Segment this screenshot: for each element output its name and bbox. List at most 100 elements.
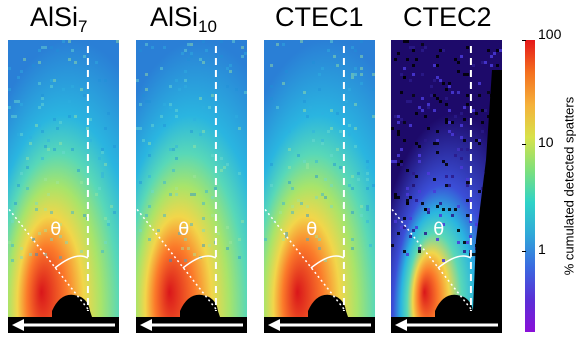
heat-speckle xyxy=(357,178,360,181)
heat-speckle xyxy=(145,100,148,103)
heat-speckle xyxy=(282,238,285,241)
heat-speckle xyxy=(211,154,214,157)
heat-speckle xyxy=(175,187,178,190)
heat-speckle xyxy=(490,55,493,58)
heat-speckle xyxy=(354,130,357,133)
heat-speckle xyxy=(190,43,193,46)
heat-speckle xyxy=(175,193,178,196)
heat-speckle xyxy=(74,61,77,64)
heat-speckle xyxy=(442,208,445,211)
heat-speckle xyxy=(151,127,154,130)
heat-speckle xyxy=(372,88,375,91)
heat-speckle xyxy=(139,181,142,184)
heat-speckle xyxy=(354,103,357,106)
heat-speckle xyxy=(415,142,418,145)
heat-speckle xyxy=(412,46,415,49)
heat-speckle xyxy=(50,238,53,241)
heat-speckle xyxy=(193,193,196,196)
heat-speckle xyxy=(351,175,354,178)
heat-speckle xyxy=(184,70,187,73)
heat-speckle xyxy=(148,205,151,208)
colorbar-tick-1 xyxy=(522,251,526,252)
heat-speckle xyxy=(300,40,303,43)
colorbar-tick-10 xyxy=(522,144,526,145)
heat-speckle xyxy=(83,94,86,97)
heat-speckle xyxy=(394,193,397,196)
heat-speckle xyxy=(285,232,288,235)
heat-speckle xyxy=(400,148,403,151)
heat-speckle xyxy=(50,79,53,82)
heat-speckle xyxy=(107,223,110,226)
heat-speckle xyxy=(175,109,178,112)
heat-speckle xyxy=(445,97,448,100)
heat-speckle xyxy=(451,121,454,124)
heat-speckle xyxy=(354,127,357,130)
heat-speckle xyxy=(175,145,178,148)
heat-speckle xyxy=(400,91,403,94)
heat-speckle xyxy=(71,211,74,214)
heat-speckle xyxy=(288,181,291,184)
heat-speckle xyxy=(391,127,394,130)
heat-speckle xyxy=(32,64,35,67)
panel-title-ctec1: CTEC1 xyxy=(275,2,364,33)
heat-speckle xyxy=(351,46,354,49)
heat-speckle xyxy=(472,64,475,67)
heat-speckle xyxy=(193,118,196,121)
heat-speckle xyxy=(400,163,403,166)
heat-speckle xyxy=(424,115,427,118)
heat-speckle xyxy=(397,52,400,55)
heat-speckle xyxy=(418,247,421,250)
heat-speckle xyxy=(38,82,41,85)
colorbar-tick-100 xyxy=(522,40,526,41)
heat-speckle xyxy=(394,58,397,61)
heat-speckle xyxy=(136,79,139,82)
heat-speckle xyxy=(366,178,369,181)
heat-speckle xyxy=(17,76,20,79)
heat-speckle xyxy=(330,205,333,208)
heat-speckle xyxy=(279,211,282,214)
heat-speckle xyxy=(360,67,363,70)
heat-speckle xyxy=(101,148,104,151)
heat-speckle xyxy=(418,160,421,163)
heat-speckle xyxy=(433,94,436,97)
heat-speckle xyxy=(163,46,166,49)
panel-title-main: CTEC1 xyxy=(275,2,364,32)
spatter-heatmap-ctec2: θ xyxy=(391,40,502,333)
heat-speckle xyxy=(330,127,333,130)
heat-speckle xyxy=(412,172,415,175)
heat-speckle xyxy=(451,175,454,178)
heat-speckle xyxy=(472,109,475,112)
heat-speckle xyxy=(400,73,403,76)
angle-label: θ xyxy=(178,219,189,240)
heat-speckle xyxy=(354,73,357,76)
heat-speckle xyxy=(436,64,439,67)
heat-speckle xyxy=(104,241,107,244)
heat-speckle xyxy=(139,103,142,106)
heat-speckle xyxy=(187,43,190,46)
heat-speckle xyxy=(436,55,439,58)
heat-speckle xyxy=(493,52,496,55)
heat-speckle xyxy=(466,181,469,184)
heat-speckle xyxy=(442,49,445,52)
heat-speckle xyxy=(229,64,232,67)
heat-speckle xyxy=(276,106,279,109)
heat-speckle xyxy=(394,115,397,118)
heat-speckle xyxy=(348,88,351,91)
heat-speckle xyxy=(41,157,44,160)
heat-speckle xyxy=(8,106,11,109)
heat-speckle xyxy=(409,79,412,82)
heat-speckle xyxy=(184,85,187,88)
heat-speckle xyxy=(306,205,309,208)
heat-speckle xyxy=(418,106,421,109)
heat-speckle xyxy=(291,211,294,214)
heat-speckle xyxy=(163,181,166,184)
heat-speckle xyxy=(436,151,439,154)
heat-speckle xyxy=(354,145,357,148)
heat-speckle xyxy=(184,49,187,52)
heat-speckle xyxy=(77,169,80,172)
heat-speckle xyxy=(160,115,163,118)
heat-speckle xyxy=(351,73,354,76)
heat-speckle xyxy=(151,46,154,49)
heat-speckle xyxy=(169,85,172,88)
heat-speckle xyxy=(397,154,400,157)
